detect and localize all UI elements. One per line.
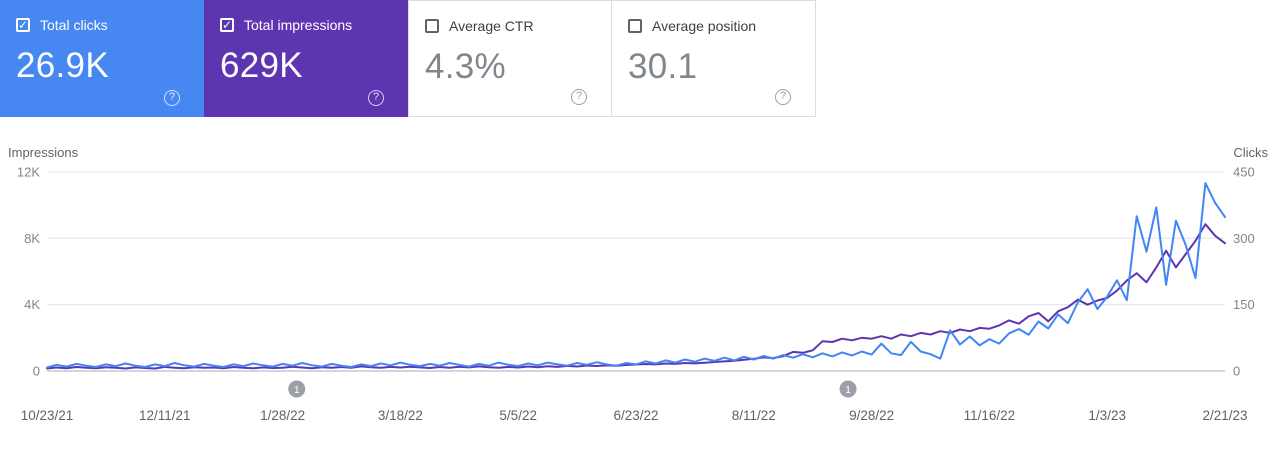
- card-value: 629K: [220, 46, 303, 85]
- performance-chart[interactable]: 12K 450 8K 300 4K 150 0 0 Impressions Clicks 10/23…: [0, 140, 1280, 446]
- card-label: Average CTR: [449, 18, 534, 34]
- x-axis-label: 3/18/22: [378, 408, 423, 423]
- left-axis-tick: 8K: [24, 231, 40, 246]
- checkbox-unchecked-icon[interactable]: [628, 19, 642, 33]
- annotation-badge-label: 1: [294, 384, 300, 396]
- card-label: Average position: [652, 18, 757, 34]
- x-axis-label: 10/23/21: [21, 408, 74, 423]
- x-axis-label: 6/23/22: [613, 408, 658, 423]
- checkbox-checked-icon[interactable]: ✓: [16, 18, 30, 32]
- card-label: Total clicks: [40, 17, 108, 33]
- help-icon[interactable]: ?: [164, 90, 180, 106]
- right-axis-tick: 450: [1233, 165, 1255, 180]
- right-axis-title: Clicks: [1233, 145, 1268, 160]
- x-axis-label: 2/21/23: [1202, 408, 1247, 423]
- left-axis-tick: 0: [33, 364, 40, 379]
- card-value: 30.1: [628, 47, 698, 86]
- card-value: 26.9K: [16, 46, 109, 85]
- right-axis-tick: 150: [1233, 297, 1255, 312]
- impressions-line[interactable]: [46, 223, 1226, 370]
- card-total-clicks[interactable]: ✓ Total clicks 26.9K ?: [0, 0, 204, 117]
- clicks-line[interactable]: [46, 182, 1226, 369]
- annotation-badge[interactable]: [288, 380, 306, 398]
- metric-cards: ✓ Total clicks 26.9K ? ✓ Total impressio…: [0, 0, 816, 117]
- card-average-position[interactable]: Average position 30.1 ?: [612, 0, 816, 117]
- card-total-impressions[interactable]: ✓ Total impressions 629K ?: [204, 0, 408, 117]
- help-icon[interactable]: ?: [775, 89, 791, 105]
- annotation-badge-label: 1: [845, 384, 851, 396]
- card-label: Total impressions: [244, 17, 353, 33]
- x-axis-label: 11/16/22: [964, 408, 1016, 423]
- checkbox-unchecked-icon[interactable]: [425, 19, 439, 33]
- help-icon[interactable]: ?: [368, 90, 384, 106]
- help-icon[interactable]: ?: [571, 89, 587, 105]
- left-axis-tick: 12K: [17, 165, 40, 180]
- right-axis-tick: 0: [1233, 364, 1240, 379]
- checkbox-checked-icon[interactable]: ✓: [220, 18, 234, 32]
- card-average-ctr[interactable]: Average CTR 4.3% ?: [408, 0, 612, 117]
- annotation-badge[interactable]: [839, 380, 857, 398]
- x-axis-label: 1/3/23: [1088, 408, 1126, 423]
- x-axis-label: 1/28/22: [260, 408, 305, 423]
- card-value: 4.3%: [425, 47, 506, 86]
- right-axis-tick: 300: [1233, 231, 1255, 246]
- x-axis-label: 8/11/22: [732, 408, 776, 423]
- left-axis-tick: 4K: [24, 297, 40, 312]
- x-axis-label: 9/28/22: [849, 408, 894, 423]
- left-axis-title: Impressions: [8, 145, 79, 160]
- x-axis-label: 12/11/21: [139, 408, 191, 423]
- x-axis-label: 5/5/22: [499, 408, 537, 423]
